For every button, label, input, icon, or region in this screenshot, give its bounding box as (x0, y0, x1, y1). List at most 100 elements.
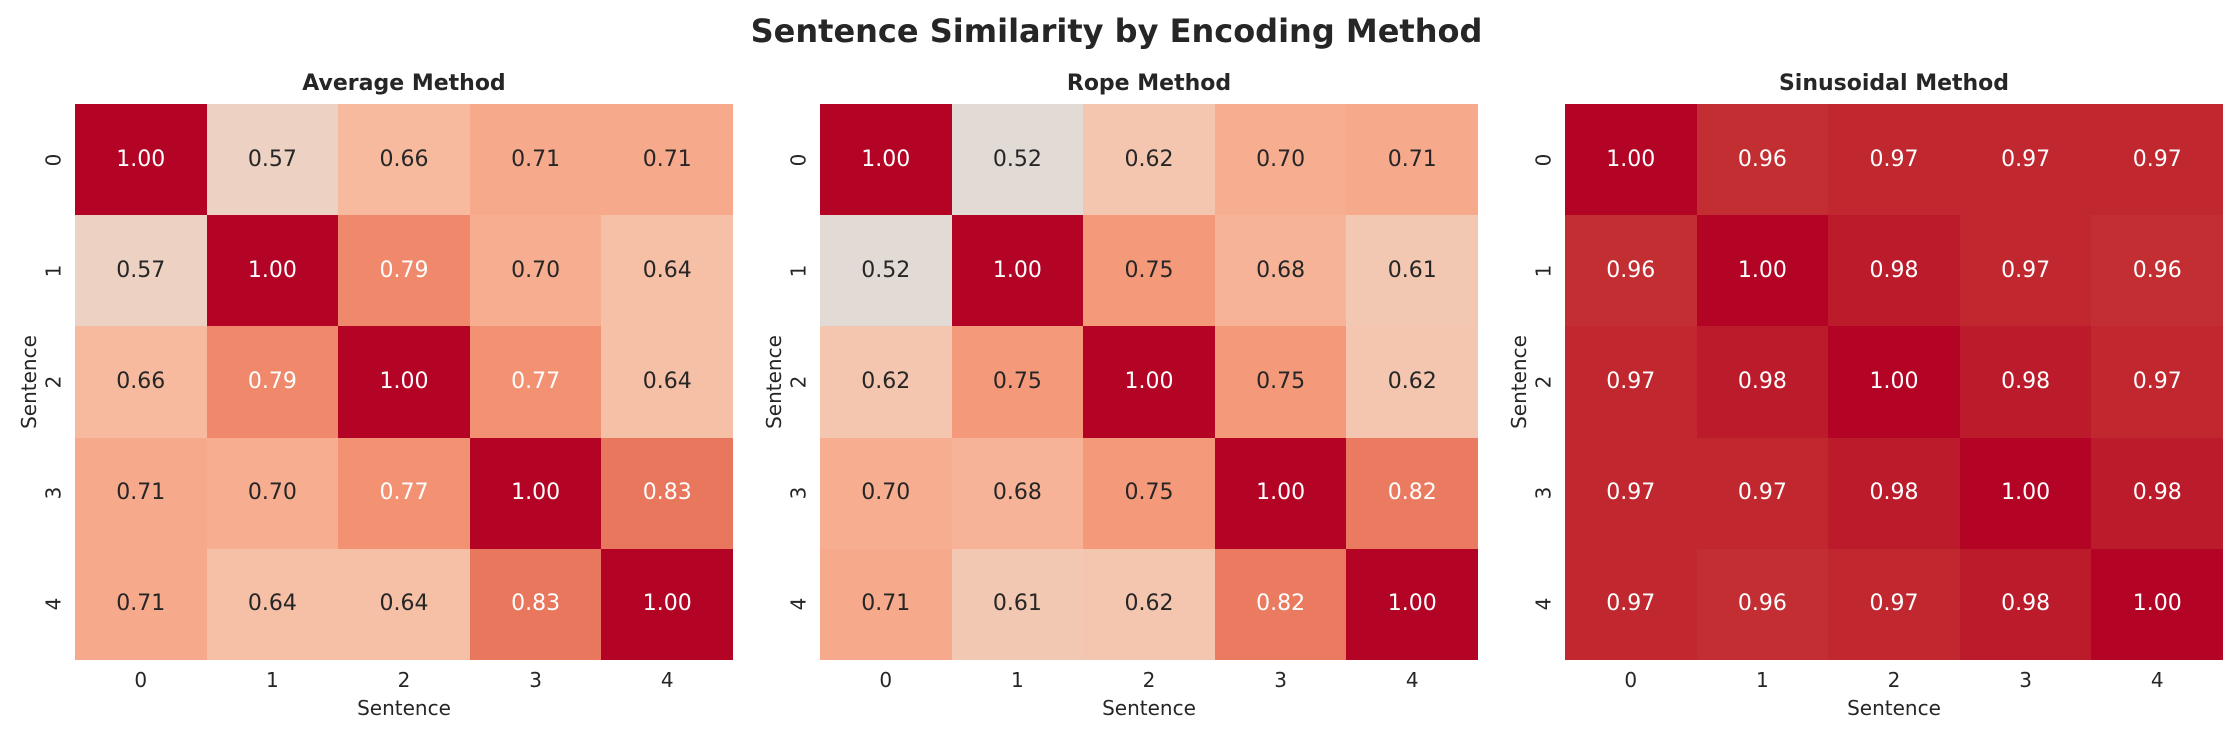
heatmap-cell: 1.00 (1696, 215, 1829, 327)
heatmap-cell: 0.98 (1696, 326, 1829, 438)
subplot-title: Average Method (302, 71, 506, 96)
y-tick-label: 2 (40, 375, 65, 389)
heatmap-cell: 0.75 (1083, 215, 1215, 327)
heatmap-cell: 0.97 (2091, 326, 2223, 438)
x-axis-label: Sentence (357, 696, 451, 720)
heatmap-cell: 0.97 (1565, 548, 1697, 660)
heatmap-cell: 1.00 (951, 215, 1084, 327)
x-tick-label: 2 (1887, 668, 1901, 692)
x-axis-label: Sentence (1102, 696, 1196, 720)
heatmap-cell: 0.79 (338, 215, 470, 327)
x-tick-label: 1 (266, 668, 279, 692)
heatmap-cell: 0.82 (1346, 437, 1478, 549)
heatmap-cell: 0.70 (820, 437, 952, 549)
y-tick-label: 0 (785, 153, 810, 166)
subplot-rope-method: Rope Method Sentence 1.00 0.52 0.62 0.70 0.7… (762, 73, 1478, 718)
heatmap-cell: 0.52 (820, 215, 952, 327)
y-tick-label: 1 (1530, 264, 1555, 278)
heatmap-cell: 0.97 (1959, 215, 2092, 327)
heatmap-cell: 1.00 (601, 548, 733, 660)
heatmap-cell: 1.00 (75, 104, 207, 216)
heatmap-cell: 0.77 (338, 437, 470, 549)
heatmap-cell: 1.00 (1959, 437, 2092, 549)
y-tick-label: 3 (785, 486, 810, 500)
heatmap-cell: 1.00 (1214, 437, 1347, 549)
subplot-average-method: Average Method Sentence 1.00 0.57 0.66 0.71… (17, 73, 733, 718)
heatmap-cell: 0.61 (1346, 215, 1478, 327)
heatmap-cell: 0.64 (601, 326, 733, 438)
subplot-title: Sinusoidal Method (1778, 71, 2010, 96)
x-tick-label: 2 (1142, 668, 1156, 692)
heatmap-cell: 1.00 (1083, 326, 1215, 438)
heatmap-cell: 0.77 (469, 326, 602, 438)
heatmap-cell: 1.00 (1565, 104, 1697, 216)
heatmap-cell: 0.71 (601, 104, 733, 216)
heatmap-cell: 0.75 (1083, 437, 1215, 549)
heatmap-cell: 0.64 (338, 548, 470, 660)
heatmap-cell: 0.62 (820, 326, 952, 438)
heatmap-cell: 1.00 (1828, 326, 1960, 438)
heatmap-cell: 0.62 (1346, 326, 1478, 438)
heatmap-cell: 0.96 (1696, 548, 1829, 660)
subplot-sinusoidal-method: Sinusoidal Method Sentence 1.00 0.96 0.97 0… (1507, 73, 2223, 718)
heatmap-cell: 0.70 (206, 437, 339, 549)
heatmap-cell: 0.68 (1214, 215, 1347, 327)
heatmap-cell: 0.71 (820, 548, 952, 660)
heatmap-grid: 1.00 0.57 0.66 0.71 0.71 0.57 1.00 0.79 0.70 0.64… (75, 104, 733, 660)
heatmap-cell: 1.00 (469, 437, 602, 549)
heatmap-cell: 0.75 (1214, 326, 1347, 438)
x-tick-label: 3 (529, 668, 542, 692)
heatmap-cell: 0.71 (75, 548, 207, 660)
y-tick-label: 1 (785, 264, 810, 278)
heatmap-grid: 1.00 0.96 0.97 0.97 0.97 0.96 1.00 0.98 0.97 0.96… (1565, 104, 2223, 660)
heatmap-cell: 0.57 (206, 104, 339, 216)
heatmap-cell: 0.98 (1959, 326, 2092, 438)
heatmap-cell: 0.57 (75, 215, 207, 327)
heatmap-cell: 1.00 (2091, 548, 2223, 660)
heatmap-cell: 0.70 (1214, 104, 1347, 216)
heatmap-cell: 1.00 (1346, 548, 1478, 660)
heatmap-cell: 0.68 (951, 437, 1084, 549)
heatmap-cell: 0.97 (1565, 326, 1697, 438)
y-tick-label: 1 (40, 264, 65, 278)
heatmap-cell: 1.00 (338, 326, 470, 438)
heatmap-cell: 0.64 (601, 215, 733, 327)
heatmap-cell: 0.70 (469, 215, 602, 327)
heatmap-cell: 0.97 (1828, 548, 1960, 660)
heatmap-cell: 0.82 (1214, 548, 1347, 660)
heatmap-cell: 0.62 (1083, 104, 1215, 216)
y-tick-label: 3 (40, 486, 65, 500)
heatmap-cell: 0.97 (1565, 437, 1697, 549)
x-tick-label: 4 (660, 668, 674, 692)
heatmap-cell: 0.97 (1696, 437, 1829, 549)
heatmap-grid: 1.00 0.52 0.62 0.70 0.71 0.52 1.00 0.75 0.68 0.61… (820, 104, 1478, 660)
heatmap-cell: 1.00 (820, 104, 952, 216)
x-tick-label: 1 (1011, 668, 1024, 692)
heatmap-cell: 0.98 (1828, 437, 1960, 549)
heatmap-cell: 0.62 (1083, 548, 1215, 660)
heatmap-cell: 0.71 (75, 437, 207, 549)
heatmap-cell: 0.83 (601, 437, 733, 549)
x-tick-label: 4 (2150, 668, 2164, 692)
y-tick-label: 2 (785, 375, 810, 389)
heatmap-cell: 0.66 (338, 104, 470, 216)
x-tick-label: 0 (134, 668, 148, 692)
heatmap-cell: 0.97 (2091, 104, 2223, 216)
heatmap-cell: 0.71 (1346, 104, 1478, 216)
x-axis-label: Sentence (1847, 696, 1941, 720)
y-tick-label: 0 (1530, 153, 1555, 166)
x-tick-label: 2 (397, 668, 411, 692)
x-tick-label: 3 (2019, 668, 2032, 692)
y-tick-label: 0 (40, 153, 65, 166)
heatmap-cell: 0.79 (206, 326, 339, 438)
heatmap-cell: 0.98 (1828, 215, 1960, 327)
x-tick-label: 4 (1405, 668, 1419, 692)
subplot-title: Rope Method (1066, 71, 1232, 96)
heatmap-cell: 0.97 (1828, 104, 1960, 216)
y-tick-label: 3 (1530, 486, 1555, 500)
figure-title: Sentence Similarity by Encoding Method (750, 12, 1483, 50)
x-tick-label: 3 (1274, 668, 1287, 692)
heatmap-cell: 0.75 (951, 326, 1084, 438)
y-tick-label: 4 (785, 598, 810, 611)
